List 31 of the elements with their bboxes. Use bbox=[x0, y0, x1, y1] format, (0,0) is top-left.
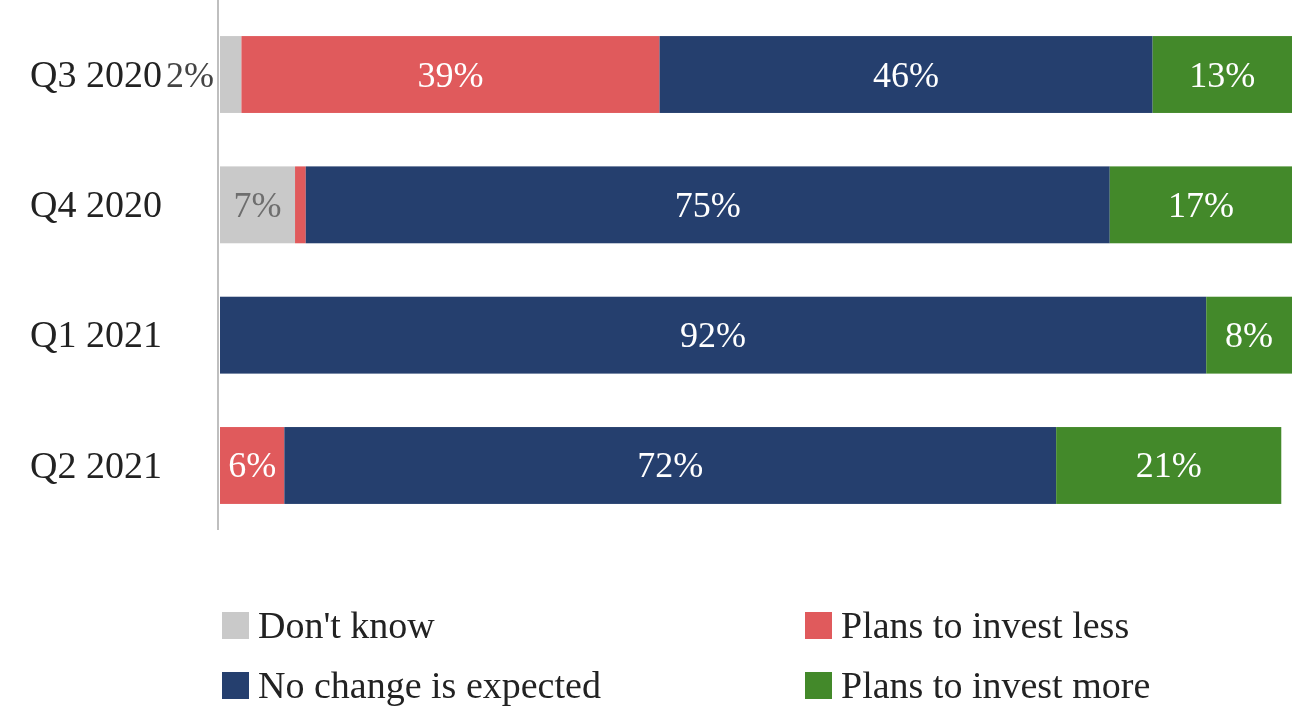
y-tick-label: Q3 2020 bbox=[30, 52, 162, 95]
data-label: 2% bbox=[166, 54, 214, 95]
data-label: 17% bbox=[1167, 184, 1234, 225]
bar bbox=[305, 166, 1110, 244]
data-label: 6% bbox=[228, 445, 277, 486]
bar bbox=[220, 427, 285, 504]
legend-label: Plans to invest more bbox=[841, 664, 1151, 706]
data-label: 39% bbox=[417, 54, 484, 95]
bar bbox=[284, 427, 1057, 504]
bar bbox=[1152, 36, 1292, 113]
data-label: 7% bbox=[233, 184, 282, 225]
bar bbox=[295, 166, 306, 244]
legend-label: No change is expected bbox=[258, 664, 601, 706]
data-label: 8% bbox=[1225, 315, 1274, 356]
bar bbox=[241, 36, 660, 113]
data-label: 46% bbox=[873, 54, 940, 95]
data-label: 13% bbox=[1189, 54, 1256, 95]
bar bbox=[220, 296, 1207, 374]
legend-label: Plans to invest less bbox=[841, 604, 1130, 646]
data-label: 92% bbox=[680, 315, 747, 356]
data-label: 75% bbox=[674, 184, 741, 225]
y-tick-label: Q1 2021 bbox=[30, 313, 162, 356]
bar bbox=[659, 36, 1153, 113]
data-label: 72% bbox=[637, 445, 704, 486]
y-tick-label: Q2 2021 bbox=[30, 443, 162, 486]
data-label: 21% bbox=[1135, 445, 1202, 486]
legend-label: Don't know bbox=[258, 604, 436, 646]
bar bbox=[1206, 296, 1292, 374]
bar bbox=[1056, 427, 1282, 504]
bar bbox=[1109, 166, 1292, 244]
y-tick-label: Q4 2020 bbox=[30, 183, 162, 225]
